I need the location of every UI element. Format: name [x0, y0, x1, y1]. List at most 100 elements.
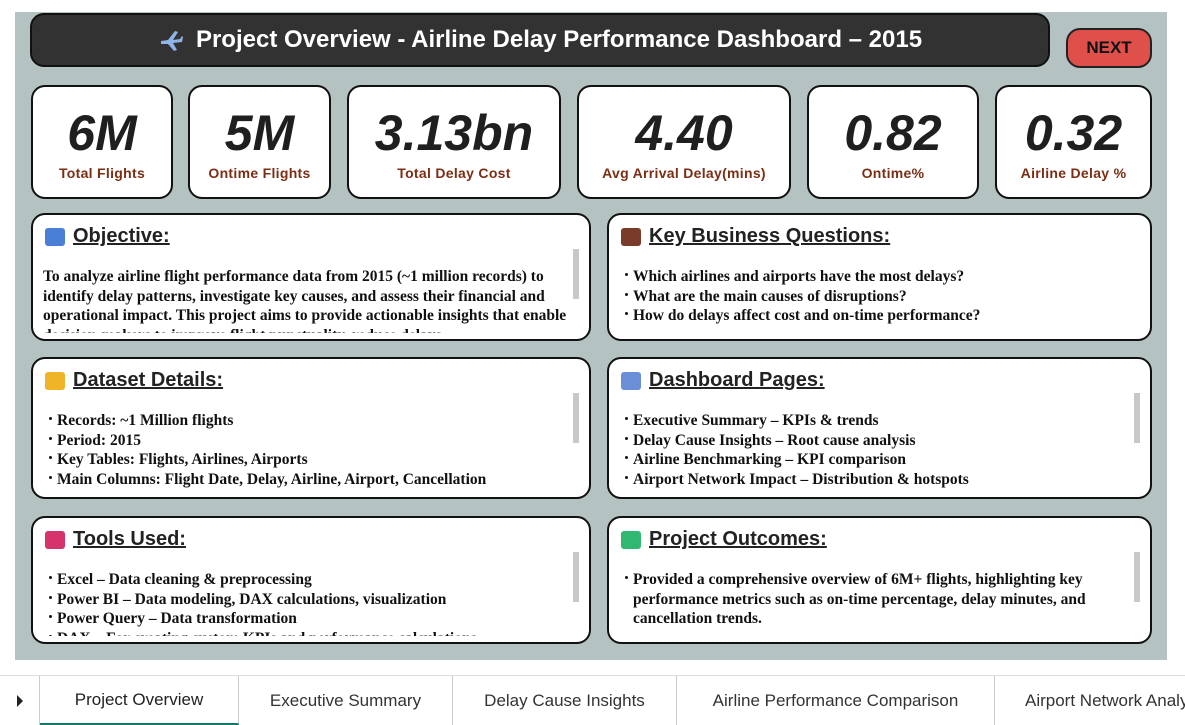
panel-title-text: Dashboard Pages:: [649, 369, 825, 391]
panel-icon: [45, 227, 65, 246]
panel-body: Provided a comprehensive overview of 6M+…: [619, 570, 1128, 636]
kpi-label: Ontime Flights: [208, 165, 311, 181]
bullet: [625, 273, 628, 276]
panel-body: To analyze airline flight performance da…: [43, 267, 567, 333]
list-item-text: DAX – For creating custom KPIs and perfo…: [57, 630, 477, 637]
next-button[interactable]: NEXT: [1066, 28, 1152, 68]
list-item: Delay Cause Insights – Root cause analys…: [619, 431, 1128, 451]
list-item-text: Records: ~1 Million flights: [57, 412, 234, 429]
panel: Dataset Details: Records: ~1 Million flig…: [31, 357, 591, 499]
scrollbar: [1134, 552, 1140, 602]
panel-title-text: Key Business Questions:: [649, 225, 891, 247]
list-item-text: Period: 2015: [57, 431, 141, 449]
kpi-value: 3.13bn: [374, 105, 534, 161]
kpi-value: 4.40: [635, 105, 733, 161]
panel-title-text: Dataset Details:: [73, 369, 224, 391]
panel: Objective: To analyze airline flight perf…: [31, 213, 591, 341]
panel-body: Excel – Data cleaning & preprocessing Pow…: [43, 570, 567, 636]
list-item-text: Airport Network Impact – Distribution & …: [633, 470, 969, 488]
panel-title: Dataset Details:: [45, 369, 223, 392]
list-item: Period: 2015: [43, 431, 567, 451]
panel-icon: [621, 371, 641, 390]
panel: Project Outcomes: Provided a comprehensiv…: [607, 516, 1152, 644]
scrollbar: [573, 393, 579, 443]
panel-icon: [45, 530, 65, 549]
panel: Dashboard Pages: Executive Summary – KPIs…: [607, 357, 1152, 499]
bullet: [625, 475, 628, 479]
list-item: Which airlines and airports have the mos…: [619, 267, 1128, 287]
panel-title: Project Outcomes:: [621, 528, 827, 551]
bullet: [49, 595, 52, 599]
page-tab[interactable]: Delay Cause Insights: [453, 676, 677, 725]
kpi-card: 3.13bn Total Delay Cost: [347, 85, 561, 199]
bullet: [49, 634, 52, 636]
list-item-text: Provided a comprehensive overview of 6M+…: [633, 571, 1086, 627]
panel-title-text: Tools Used:: [73, 528, 186, 550]
page-tab[interactable]: Airline Performance Comparison: [677, 676, 995, 725]
bullet: [625, 456, 628, 459]
panel: Tools Used: Excel – Data cleaning & prepr…: [31, 516, 591, 644]
bullet: [625, 436, 628, 440]
kpi-value: 5M: [224, 105, 295, 161]
kpi-label: Total Delay Cost: [397, 165, 511, 181]
panel-title: Tools Used:: [45, 528, 186, 551]
scrollbar: [573, 249, 579, 299]
panel-title: Objective:: [45, 225, 170, 248]
list-item-text: Executive Summary – KPIs & trends: [633, 412, 879, 429]
list-item: What are the main causes of disruptions?: [619, 287, 1128, 307]
scrollbar: [1134, 393, 1140, 443]
page-tabs: Project Overview Executive Summary Delay C…: [0, 675, 1185, 725]
page-tab[interactable]: Project Overview: [40, 676, 239, 725]
page-tab[interactable]: Executive Summary: [239, 676, 453, 725]
plane-icon: [160, 31, 183, 51]
kpi-card: 0.82 Ontime%: [807, 85, 979, 199]
panel-title: Key Business Questions:: [621, 225, 890, 248]
list-item-text: Airline Benchmarking – KPI comparison: [633, 451, 906, 468]
list-item: DAX – For creating custom KPIs and perfo…: [43, 629, 567, 637]
kpi-label: Airline Delay %: [1020, 165, 1127, 181]
tab-scroll-arrow[interactable]: [0, 676, 40, 725]
panel-body: Which airlines and airports have the mos…: [619, 267, 1128, 333]
panel-icon: [621, 227, 641, 246]
page-tab[interactable]: Airport Network Analysis: [995, 676, 1185, 725]
kpi-value: 0.82: [844, 105, 942, 161]
list-item-text: Power Query – Data transformation: [57, 610, 297, 627]
list-item: Provided a comprehensive overview of 6M+…: [619, 570, 1128, 629]
panel-body: Executive Summary – KPIs & trends Delay C…: [619, 411, 1128, 491]
bullet: [625, 576, 628, 579]
list-item: Airport Network Impact – Distribution & …: [619, 470, 1128, 490]
list-item: Power Query – Data transformation: [43, 609, 567, 629]
list-item: How do delays affect cost and on-time pe…: [619, 306, 1128, 326]
dashboard-canvas: Project Overview - Airline Delay Perform…: [15, 12, 1167, 660]
list-item: Power BI – Data modeling, DAX calculatio…: [43, 590, 567, 610]
kpi-card: 0.32 Airline Delay %: [995, 85, 1152, 199]
bullet: [625, 417, 628, 420]
list-item-text: How do delays affect cost and on-time pe…: [633, 307, 981, 324]
list-item: Excel – Data cleaning & preprocessing: [43, 570, 567, 590]
bullet: [625, 292, 628, 296]
panel-body: Records: ~1 Million flights Period: 2015 K…: [43, 411, 567, 491]
panel-title-text: Project Outcomes:: [649, 528, 827, 550]
kpi-card: 5M Ontime Flights: [188, 85, 331, 199]
list-item: Main Columns: Flight Date, Delay, Airlin…: [43, 470, 567, 490]
bullet: [49, 456, 52, 459]
panel-icon: [621, 530, 641, 549]
kpi-value: 0.32: [1024, 105, 1123, 161]
kpi-label: Avg Arrival Delay(mins): [602, 165, 766, 181]
list-item: Key Tables: Flights, Airlines, Airports: [43, 450, 567, 470]
panel-title: Dashboard Pages:: [621, 369, 825, 392]
panel-paragraph: To analyze airline flight performance da…: [43, 268, 567, 333]
bullet: [49, 417, 52, 420]
list-item-text: Key Tables: Flights, Airlines, Airports: [57, 451, 308, 468]
kpi-value: 6M: [67, 105, 137, 161]
list-item: Records: ~1 Million flights: [43, 411, 567, 431]
bullet: [625, 312, 628, 315]
list-item-text: Power BI – Data modeling, DAX calculatio…: [57, 590, 447, 608]
list-item: Executive Summary – KPIs & trends: [619, 411, 1128, 431]
panel: Key Business Questions: Which airlines an…: [607, 213, 1152, 341]
scrollbar: [573, 552, 579, 602]
kpi-card: 6M Total Flights: [31, 85, 173, 199]
panel-icon: [45, 371, 65, 390]
list-item-text: Excel – Data cleaning & preprocessing: [57, 571, 312, 588]
header-title: Project Overview - Airline Delay Perform…: [195, 26, 923, 53]
